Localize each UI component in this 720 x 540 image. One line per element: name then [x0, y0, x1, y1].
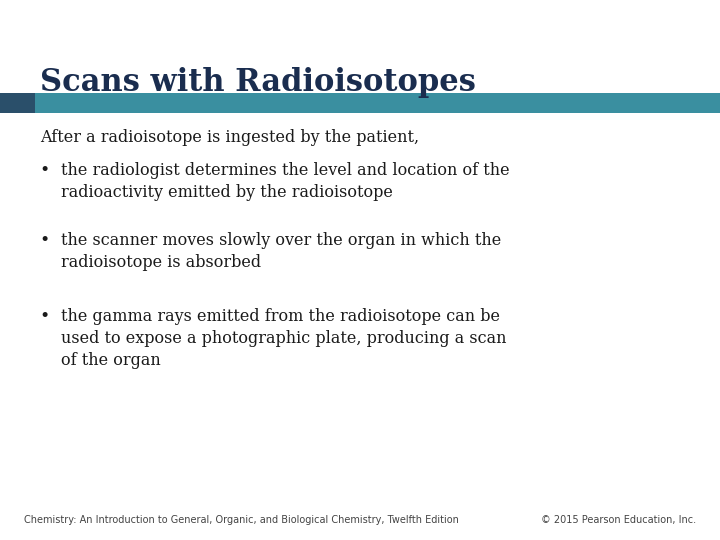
- Bar: [0, 93, 35, 113]
- Text: the radiologist determines the level and location of the
radioactivity emitted b: the radiologist determines the level and…: [61, 162, 510, 201]
- Text: the gamma rays emitted from the radioisotope can be
used to expose a photographi: the gamma rays emitted from the radioiso…: [61, 308, 507, 369]
- Text: Scans with Radioisotopes: Scans with Radioisotopes: [40, 68, 475, 98]
- Text: © 2015 Pearson Education, Inc.: © 2015 Pearson Education, Inc.: [541, 515, 696, 525]
- Text: After a radioisotope is ingested by the patient,: After a radioisotope is ingested by the …: [40, 129, 419, 145]
- Text: •: •: [40, 162, 50, 179]
- Text: •: •: [40, 308, 50, 325]
- Text: the scanner moves slowly over the organ in which the
radioisotope is absorbed: the scanner moves slowly over the organ …: [61, 232, 501, 272]
- Text: Chemistry: An Introduction to General, Organic, and Biological Chemistry, Twelft: Chemistry: An Introduction to General, O…: [24, 515, 459, 525]
- Text: •: •: [40, 232, 50, 249]
